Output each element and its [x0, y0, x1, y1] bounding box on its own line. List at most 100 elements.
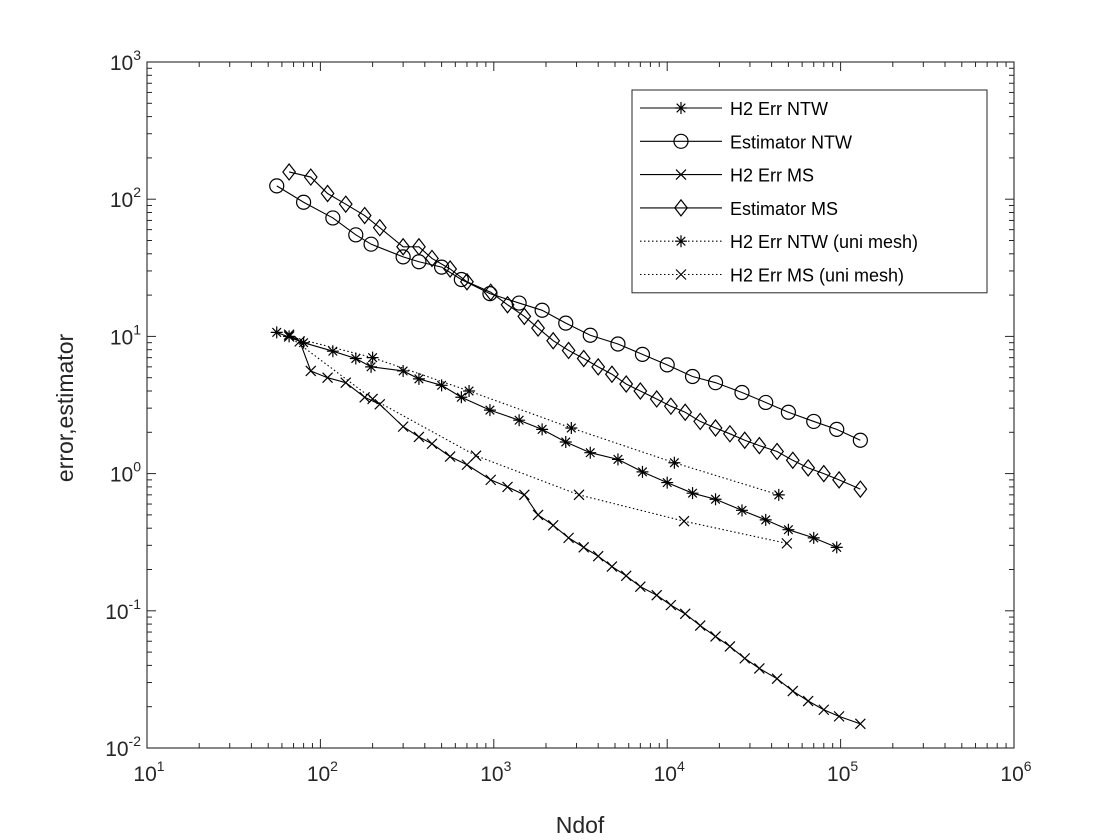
diamond-marker: [546, 331, 561, 350]
diamond-marker: [500, 295, 515, 314]
diamond-marker: [320, 184, 335, 203]
x-tick-label: 102: [307, 758, 338, 786]
circle-marker: [453, 271, 469, 288]
x-tick-label: 105: [827, 758, 858, 786]
asterisk-marker: [668, 456, 681, 469]
legend-entry: H2 Err MS (uni mesh): [640, 266, 904, 286]
asterisk-marker: [536, 423, 549, 436]
x-axis-label: Ndof: [556, 812, 605, 838]
ticks: [146, 61, 1015, 749]
series-4: [282, 162, 868, 499]
diamond-marker: [424, 249, 439, 268]
legend-label: Estimator NTW: [730, 132, 852, 152]
x-marker: [665, 599, 677, 611]
series-6: [283, 330, 793, 549]
x-tick-label: 104: [654, 758, 685, 786]
diamond-marker: [459, 272, 474, 291]
x-tick-label: 101: [133, 758, 164, 786]
diamond-marker: [604, 365, 619, 384]
x-tick-label: 106: [1000, 758, 1031, 786]
x-marker: [787, 685, 799, 697]
circle-marker: [673, 133, 689, 149]
series-line: [288, 335, 787, 544]
series-line: [276, 331, 837, 548]
x-marker: [461, 459, 473, 471]
x-marker: [470, 450, 482, 462]
diamond-marker: [752, 436, 767, 455]
asterisk-marker: [397, 364, 410, 377]
asterisk-marker: [686, 487, 699, 500]
diamond-marker: [338, 195, 353, 214]
diamond-marker: [737, 431, 752, 450]
x-marker: [620, 570, 632, 582]
legend: H2 Err NTW Estimator NTW H2 Err MS Estimato…: [631, 89, 988, 294]
asterisk-marker: [759, 513, 772, 526]
diamond-marker: [619, 375, 634, 393]
x-marker: [854, 718, 866, 730]
x-marker: [340, 377, 352, 389]
asterisk-marker: [559, 435, 572, 448]
x-marker: [502, 481, 513, 493]
legend-label: Estimator MS: [730, 199, 838, 219]
x-marker: [606, 561, 618, 573]
asterisk-marker: [772, 488, 785, 501]
asterisk-marker: [584, 446, 597, 459]
diamond-marker: [708, 419, 723, 437]
circle-marker: [829, 421, 845, 437]
asterisk-marker: [807, 531, 820, 544]
legend-label: H2 Err NTW: [730, 99, 828, 119]
circle-marker: [634, 346, 651, 362]
diamond-marker: [693, 412, 708, 431]
asterisk-marker: [675, 102, 687, 114]
x-marker: [753, 663, 765, 674]
diamond-marker: [801, 458, 816, 477]
circle-marker: [734, 384, 750, 401]
asterisk-marker: [326, 345, 339, 358]
x-marker: [283, 330, 295, 342]
asterisk-marker: [611, 453, 624, 466]
x-marker: [485, 474, 497, 486]
legend-label: H2 Err MS (uni mesh): [730, 266, 904, 286]
diamond-marker: [816, 464, 831, 483]
circle-marker: [269, 178, 285, 194]
asterisk-marker: [709, 493, 722, 506]
asterisk-marker: [366, 351, 379, 364]
asterisk-marker: [661, 476, 674, 489]
x-marker: [675, 269, 687, 280]
x-marker: [532, 509, 544, 521]
diamond-marker: [649, 389, 664, 408]
asterisk-marker: [435, 379, 448, 392]
series-line: [276, 185, 861, 441]
asterisk-marker: [455, 391, 468, 404]
circle-marker: [758, 394, 774, 411]
x-marker: [322, 372, 334, 384]
legend-entry: Estimator MS: [640, 199, 838, 219]
diamond-marker: [282, 162, 297, 181]
legend-label: H2 Err NTW (uni mesh): [730, 232, 918, 252]
asterisk-marker: [830, 541, 843, 554]
diamond-marker: [576, 349, 591, 368]
series-3: [283, 329, 866, 730]
asterisk-marker: [513, 414, 526, 427]
x-marker: [413, 431, 425, 443]
circle-marker: [806, 413, 822, 430]
x-marker: [367, 393, 379, 405]
asterisk-marker: [483, 404, 496, 417]
diamond-marker: [411, 237, 426, 256]
diamond-marker: [663, 397, 678, 416]
legend-entry: H2 Err NTW: [640, 99, 828, 119]
asterisk-marker: [463, 384, 476, 397]
x-marker: [679, 608, 691, 620]
legend-entry: Estimator NTW: [640, 132, 852, 152]
diamond-marker: [853, 480, 868, 499]
legend-label: H2 Err MS: [730, 166, 814, 186]
diamond-marker: [483, 283, 498, 302]
asterisk-marker: [565, 421, 578, 434]
legend-entry: H2 Err MS: [640, 166, 814, 186]
x-marker: [651, 589, 663, 601]
x-marker: [818, 704, 830, 716]
circle-marker: [610, 336, 626, 352]
x-marker: [578, 541, 590, 553]
x-marker: [563, 532, 575, 544]
asterisk-marker: [735, 504, 748, 517]
